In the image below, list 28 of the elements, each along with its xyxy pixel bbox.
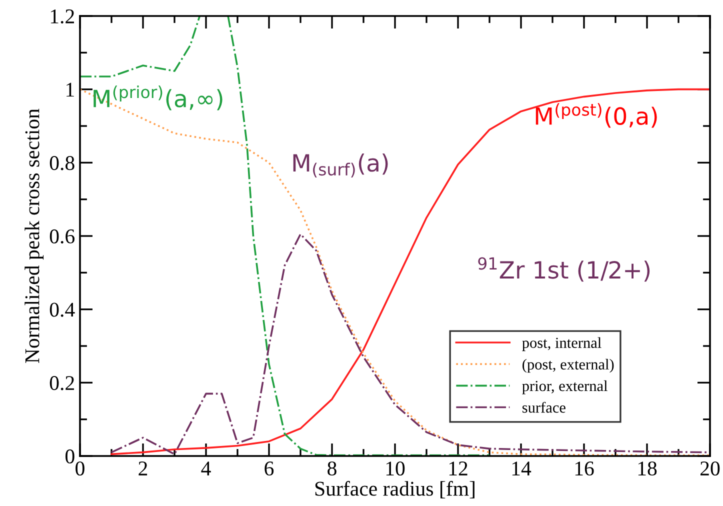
x-tick-label: 20	[700, 461, 720, 476]
y-tick-label: 0.2	[50, 376, 74, 390]
annotation: $^{91}$Zr 1st (1/2+)	[478, 257, 650, 282]
x-tick-label: 0	[76, 461, 84, 476]
y-tick-label: 1	[66, 82, 74, 97]
x-tick-label: 12	[449, 462, 468, 476]
y-axis-title: Normalized peak cross section	[24, 108, 44, 363]
legend-label: prior, external	[522, 380, 608, 394]
x-tick-label: 16	[575, 462, 594, 476]
x-tick-label: 2	[138, 462, 148, 476]
legend-label: post, internal	[522, 337, 602, 352]
annotation: M$^{(prior)}$(a,∞)	[94, 85, 222, 110]
x-tick-label: 14	[512, 462, 532, 476]
x-tick-label: 8	[328, 461, 336, 476]
y-tick-label: 1.2	[50, 9, 74, 24]
y-tick-label: 0.8	[50, 156, 74, 170]
x-tick-label: 4	[201, 462, 211, 476]
y-tick-label: 0.6	[50, 229, 75, 244]
annotation: M$^{(post)}$(0,a)	[536, 103, 657, 128]
y-tick-label: 0.4	[50, 302, 75, 317]
x-axis-title: Surface radius [fm]	[315, 480, 474, 498]
y-tick-label: 0	[66, 449, 74, 464]
legend-label: (post, external)	[522, 358, 614, 373]
legend-label: surface	[522, 402, 566, 413]
annotation: M$_{(surf)}$(a)	[293, 154, 388, 178]
x-tick-label: 6	[264, 462, 274, 476]
x-tick-label: 18	[638, 461, 657, 476]
x-tick-label: 10	[386, 461, 405, 476]
